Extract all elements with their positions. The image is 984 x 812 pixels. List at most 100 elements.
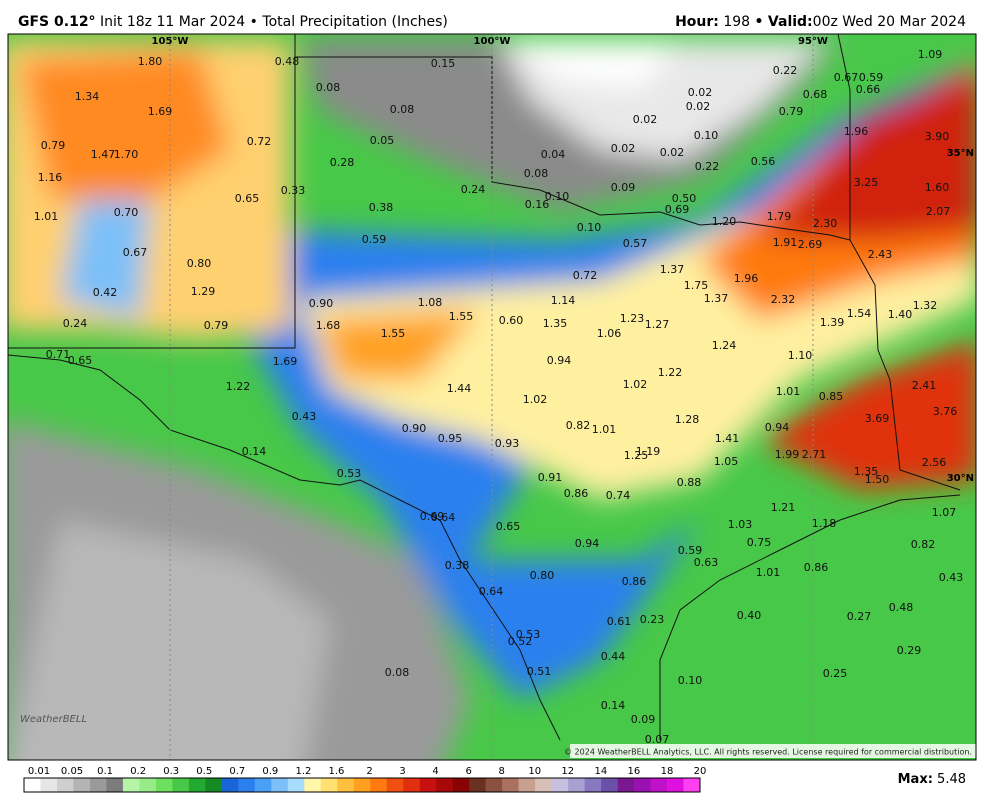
logo: WeatherBELL [20, 714, 87, 725]
point-value: 0.57 [623, 237, 648, 250]
point-value: 0.43 [292, 410, 317, 423]
point-value: 1.69 [273, 355, 298, 368]
copyright-box [570, 744, 976, 758]
point-value: 0.64 [479, 585, 504, 598]
point-value: 0.05 [370, 134, 395, 147]
point-value: 0.94 [547, 354, 572, 367]
legend-swatch [370, 778, 388, 792]
legend-level: 0.3 [163, 766, 179, 777]
point-value: 1.02 [623, 378, 648, 391]
point-value: 0.66 [856, 83, 881, 96]
legend-level: 10 [528, 766, 541, 777]
legend-level: 0.05 [61, 766, 83, 777]
point-value: 0.79 [779, 105, 804, 118]
point-value: 1.75 [684, 279, 709, 292]
legend-swatch [518, 778, 536, 792]
legend-swatch [485, 778, 503, 792]
point-value: 1.40 [888, 308, 913, 321]
point-value: 1.01 [756, 566, 781, 579]
legend-level: 0.1 [97, 766, 113, 777]
point-value: 0.59 [678, 544, 703, 557]
point-value: 1.23 [620, 312, 645, 325]
point-value: 0.86 [622, 575, 647, 588]
hour-label: Hour: [675, 14, 719, 30]
point-value: 0.82 [911, 538, 936, 551]
point-value: 1.35 [854, 465, 879, 478]
point-value: 1.96 [734, 272, 759, 285]
point-value: 0.67 [834, 71, 859, 84]
point-labels: 1.80 1.34 1.69 0.79 1.471.70 1.16 1.01 0.70 0.65… [34, 48, 964, 746]
valid: 00z Wed 20 Mar 2024 [813, 14, 966, 30]
legend-swatch [403, 778, 421, 792]
point-value: 0.69 [420, 510, 445, 523]
point-value: 0.24 [461, 183, 486, 196]
point-value: 2.69 [798, 238, 823, 251]
legend-frame [23, 777, 701, 793]
lon-label: 95°W [798, 36, 828, 47]
point-value: 3.25 [854, 176, 879, 189]
point-value: 1.79 [767, 210, 792, 223]
point-value: 0.24 [63, 317, 88, 330]
point-value: 0.08 [390, 103, 415, 116]
legend-level: 20 [694, 766, 707, 777]
point-value: 1.27 [645, 318, 670, 331]
point-value: 2.07 [926, 205, 951, 218]
legend-swatch [106, 778, 124, 792]
point-value: 1.28 [675, 413, 700, 426]
legend-swatch [172, 778, 190, 792]
coast [659, 494, 961, 740]
point-value: 0.14 [601, 699, 626, 712]
legend-level: 12 [561, 766, 574, 777]
point-value: 2.30 [813, 217, 838, 230]
legend-level: 18 [661, 766, 674, 777]
point-value: 1.35 [543, 317, 568, 330]
point-value: 0.60 [499, 314, 524, 327]
point-value: 1.47 [91, 148, 116, 161]
point-value: 1.41 [715, 432, 740, 445]
legend-swatch [221, 778, 239, 792]
point-value: 0.53 [337, 467, 362, 480]
point-value: 1.91 [773, 236, 798, 249]
legend-swatch [139, 778, 157, 792]
country-border [8, 354, 561, 741]
legend-level: 0.01 [28, 766, 50, 777]
point-value: 0.52 [508, 635, 533, 648]
model: GFS 0.12° [18, 14, 96, 30]
point-value: 1.10 [788, 349, 813, 362]
point-value: 0.90 [402, 422, 427, 435]
point-value: 0.80 [530, 569, 555, 582]
max-label: Max: [898, 772, 933, 787]
product: Total Precipitation (Inches) [261, 14, 448, 30]
graticule [169, 34, 814, 760]
point-value: 0.15 [431, 57, 456, 70]
point-value: 0.40 [737, 609, 762, 622]
separator: • [755, 14, 764, 30]
point-value: 0.72 [573, 269, 598, 282]
point-value: 0.10 [545, 190, 570, 203]
legend-level: 16 [628, 766, 641, 777]
field-dry [8, 520, 330, 760]
point-value: 0.56 [751, 155, 776, 168]
point-value: 0.38 [369, 201, 394, 214]
field-west [60, 200, 150, 320]
point-value: 1.96 [844, 125, 869, 138]
point-value: 0.33 [281, 184, 306, 197]
legend-swatch [502, 778, 519, 792]
point-value: 0.44 [601, 650, 626, 663]
point-value: 0.16 [525, 198, 550, 211]
point-value: 0.95 [438, 432, 463, 445]
point-value: 0.02 [660, 146, 685, 159]
point-value: 2.56 [922, 456, 947, 469]
point-value: 1.19 [636, 445, 661, 458]
max: Max: 5.48 [898, 772, 966, 787]
field-red [760, 341, 976, 490]
point-value: 0.10 [577, 221, 602, 234]
point-value: 0.65 [235, 192, 260, 205]
point-value: 1.29 [191, 285, 216, 298]
legend: 0.01 0.05 0.1 0.2 0.3 0.5 0.7 0.9 1.2 1.6 2 3 4 6 8 10 1… [23, 766, 707, 793]
point-value: 1.02 [523, 393, 548, 406]
point-value: 1.21 [771, 501, 796, 514]
legend-level: 0.2 [130, 766, 146, 777]
point-value: 1.25 [624, 449, 649, 462]
